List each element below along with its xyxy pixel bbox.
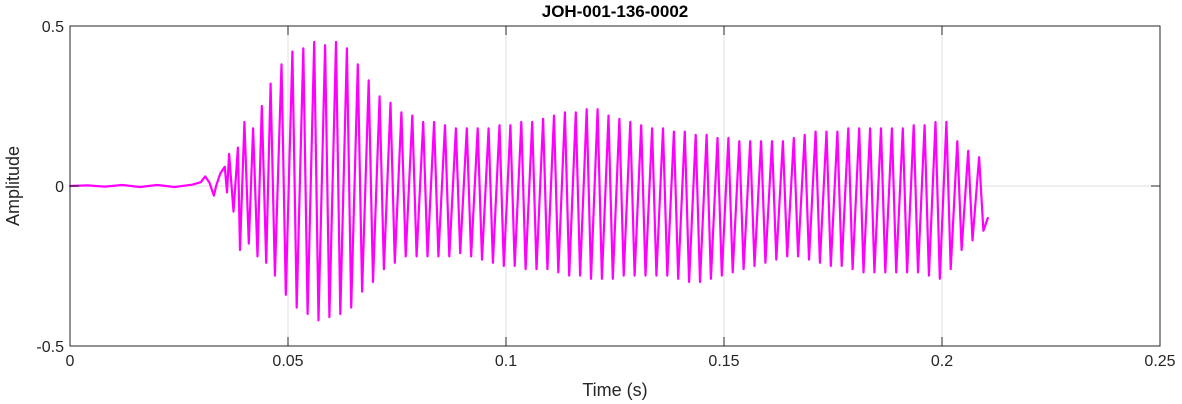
x-tick-labels: 0 0.05 0.1 0.15 0.2 0.25: [66, 353, 1176, 370]
x-tick-label: 0.25: [1144, 353, 1175, 370]
x-tick-label: 0.15: [708, 353, 739, 370]
tick-marks: [69, 25, 1161, 347]
x-tick-label: 0.05: [272, 353, 303, 370]
chart-title: JOH-001-136-0002: [542, 2, 688, 21]
x-tick-label: 0.1: [495, 353, 517, 370]
y-tick-label: -0.5: [36, 339, 64, 356]
y-tick-label: 0: [55, 179, 64, 196]
x-tick-label: 0: [66, 353, 75, 370]
y-tick-labels: -0.5 0 0.5: [36, 19, 64, 356]
x-tick-label: 0.2: [931, 353, 953, 370]
y-tick-label: 0.5: [42, 19, 64, 36]
y-axis-label: Amplitude: [3, 146, 23, 226]
x-axis-label: Time (s): [582, 380, 647, 400]
series-line: [68, 40, 989, 322]
